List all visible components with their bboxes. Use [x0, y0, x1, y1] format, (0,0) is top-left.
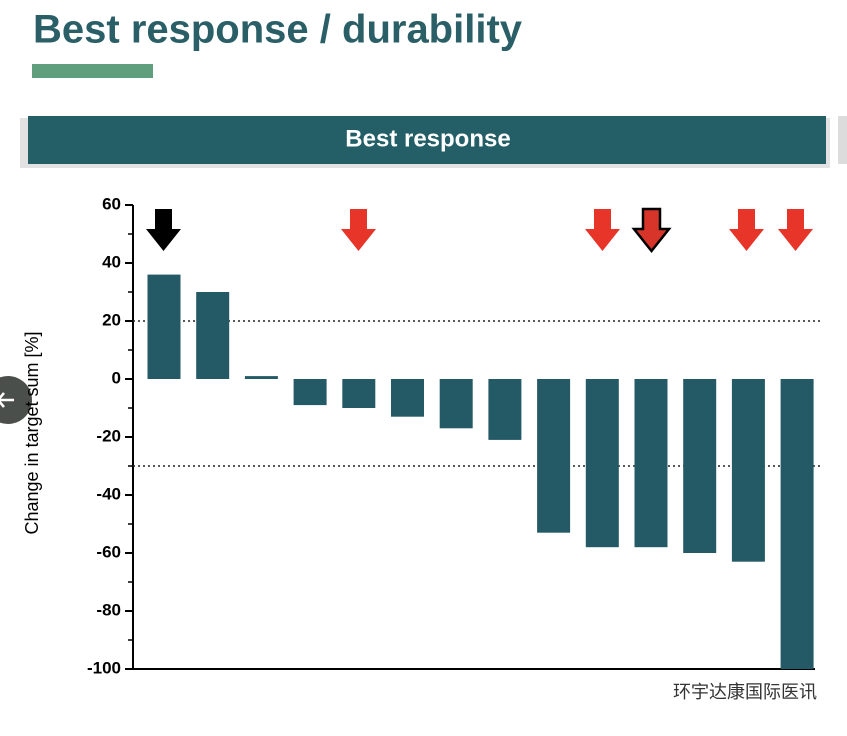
bar [537, 379, 571, 533]
bar [439, 379, 473, 429]
arrow [146, 209, 181, 251]
back-icon [0, 392, 14, 408]
banner-title: Best response [345, 125, 510, 152]
y-tick-label: 60 [102, 194, 121, 213]
back-button[interactable] [0, 376, 32, 424]
bar [488, 379, 522, 440]
title-underline [32, 64, 153, 78]
bar [342, 379, 376, 408]
arrow [631, 207, 672, 254]
page-title: Best response / durability [33, 8, 523, 52]
bar [244, 376, 278, 379]
bar [293, 379, 327, 406]
bar [391, 379, 424, 417]
bar [780, 379, 814, 669]
y-tick-label: -20 [96, 426, 121, 445]
bar [731, 379, 765, 562]
y-axis-label: Change in target sum [%] [22, 331, 42, 534]
y-tick-label: -60 [96, 542, 121, 561]
y-tick-label: -80 [96, 600, 121, 619]
bar [683, 379, 717, 553]
watermark: 环宇达康国际医讯 [673, 682, 817, 702]
banner-edge [838, 116, 847, 164]
y-tick-label: 20 [102, 310, 121, 329]
bar [147, 274, 181, 379]
bar [196, 292, 230, 379]
arrow [729, 209, 764, 251]
arrow [585, 209, 620, 251]
y-tick-label: -100 [87, 658, 121, 677]
banner [28, 116, 826, 164]
arrow [778, 209, 813, 251]
y-tick-label: -40 [96, 484, 121, 503]
bar [634, 379, 668, 548]
bar [585, 379, 619, 548]
y-tick-label: 0 [112, 368, 121, 387]
arrow [341, 209, 376, 251]
y-tick-label: 40 [102, 252, 121, 271]
arrows [146, 207, 813, 254]
